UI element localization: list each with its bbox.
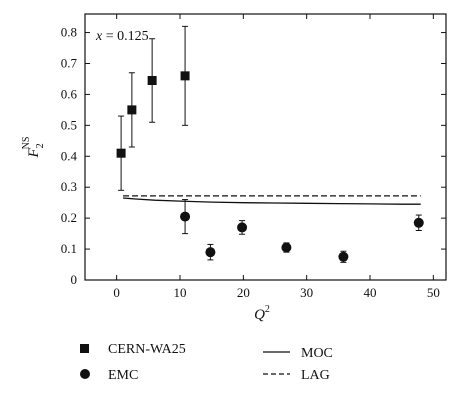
x-tick-label: 20 xyxy=(237,285,250,300)
point-emc xyxy=(180,211,191,222)
model-curves xyxy=(122,195,421,205)
y-tick-label: 0.3 xyxy=(61,179,77,194)
legend: CERN-WA25 EMC MOC LAG xyxy=(80,342,333,383)
curve-moc xyxy=(122,197,421,205)
y-tick-label: 0.8 xyxy=(61,25,77,40)
y-tick-label: 0.4 xyxy=(61,148,78,163)
axis-ticks: 0 10 20 30 40 50 0 0.1 0.2 0.3 0.4 0.5 0.6 0.7 0.8 xyxy=(61,14,446,300)
x-tick-label: 30 xyxy=(300,285,313,300)
y-tick-label: 0.7 xyxy=(61,55,78,70)
point-emc xyxy=(413,217,424,228)
y-tick-label: 0.2 xyxy=(61,210,77,225)
x-axis-title: Q2 xyxy=(254,304,270,323)
y-tick-label: 0.5 xyxy=(61,117,77,132)
point-emc xyxy=(338,251,349,262)
plot-frame xyxy=(84,13,447,281)
legend-marker-emc xyxy=(80,369,90,379)
y-tick-label: 0.6 xyxy=(61,86,78,101)
y-axis-title: F2NS xyxy=(21,137,46,159)
x-tick-label: 0 xyxy=(113,285,120,300)
legend-marker-cern-wa25 xyxy=(80,344,89,353)
legend-label-moc: MOC xyxy=(301,346,333,361)
point-emc xyxy=(237,222,248,233)
legend-label-lag: LAG xyxy=(301,368,330,383)
y-tick-label: 0 xyxy=(71,272,78,287)
y-tick-label: 0.1 xyxy=(61,241,77,256)
point-cern-wa25 xyxy=(127,105,137,115)
x-tick-label: 50 xyxy=(427,285,440,300)
point-emc xyxy=(281,242,292,253)
point-cern-wa25 xyxy=(180,71,190,81)
point-cern-wa25 xyxy=(116,148,126,158)
point-emc xyxy=(205,247,216,258)
legend-label-emc: EMC xyxy=(108,368,138,383)
x-tick-label: 40 xyxy=(364,285,377,300)
annotation-text: x = 0.125 xyxy=(95,29,149,44)
x-tick-label: 10 xyxy=(174,285,187,300)
legend-label-cern-wa25: CERN-WA25 xyxy=(108,342,186,357)
data-points xyxy=(116,25,424,263)
point-cern-wa25 xyxy=(147,76,157,85)
